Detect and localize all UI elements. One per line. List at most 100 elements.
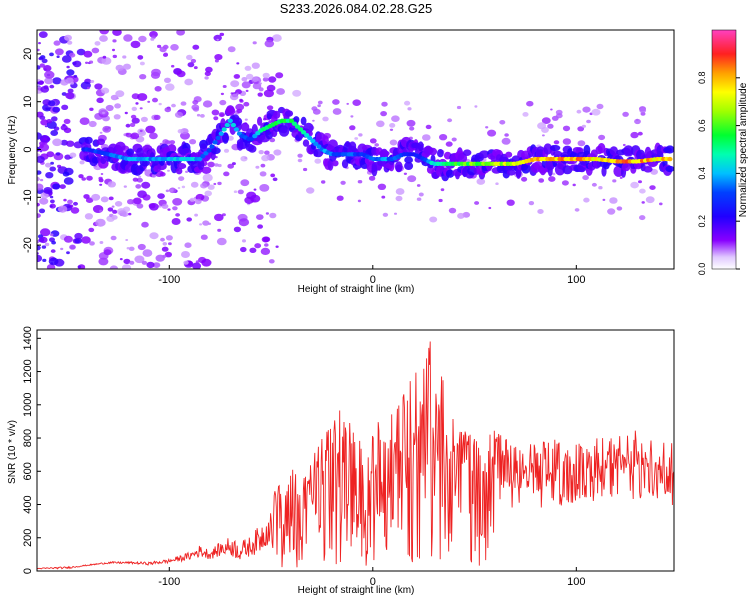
spectrogram-ridge-halo	[279, 126, 290, 137]
spectrogram-noise-blob	[149, 132, 158, 140]
spectrogram-noise-blob	[190, 58, 197, 64]
spectrogram-noise-blob	[586, 119, 591, 124]
spectrogram-noise-blob	[63, 235, 73, 243]
spectrogram-noise-blob	[72, 60, 82, 68]
spectrogram-ridge-core	[197, 156, 203, 162]
spectrogram-noise-blob	[259, 171, 267, 177]
spectrogram-noise-blob	[340, 180, 346, 185]
spectrogram-noise-blob	[141, 181, 151, 189]
spectrogram-noise-blob	[112, 39, 117, 43]
spectrogram-noise-blob	[125, 123, 131, 128]
spectrogram-noise-blob	[181, 251, 190, 258]
spectrogram-noise-blob	[43, 65, 52, 72]
spectrogram-noise-blob	[499, 120, 506, 125]
spectrogram-ridge-halo	[327, 139, 338, 150]
spectrogram-noise-blob	[369, 138, 377, 144]
spectrogram-noise-blob	[216, 237, 227, 246]
spectrogram-noise-blob	[68, 52, 76, 58]
spectrogram-noise-blob	[44, 125, 48, 128]
spectrogram-noise-blob	[103, 249, 112, 256]
spectrogram-noise-blob	[119, 258, 123, 261]
spectrogram-noise-blob	[64, 154, 72, 160]
spectrogram-noise-blob	[227, 163, 234, 169]
spectrogram-noise-blob	[130, 40, 141, 49]
spectrogram-noise-blob	[253, 188, 257, 191]
spectrogram-noise-blob	[40, 178, 44, 182]
spectrogram-noise-blob	[272, 34, 282, 42]
spectrogram-noise-blob	[639, 188, 646, 194]
spectrogram-noise-blob	[37, 176, 40, 182]
spectrogram-ridge-halo	[597, 143, 606, 154]
spectrogram-noise-blob	[456, 105, 462, 110]
spectrogram-noise-blob	[217, 228, 222, 232]
colorbar-tick-label: 0.4	[697, 167, 707, 180]
spectrogram-noise-blob	[268, 76, 277, 83]
spectrogram-noise-blob	[389, 123, 396, 128]
colorbar-frame	[711, 29, 737, 270]
spectrogram-ridge-core	[310, 138, 316, 144]
spectrogram-noise-blob	[311, 106, 318, 111]
spectrogram-noise-blob	[39, 150, 43, 153]
spectrogram-noise-blob	[177, 129, 184, 134]
spectrogram-noise-blob	[457, 212, 465, 219]
spectrogram-noise-blob	[101, 57, 112, 65]
spectrogram-noise-blob	[40, 119, 49, 126]
spectrogram-noise-blob	[637, 131, 643, 136]
snr-plot-area	[37, 330, 674, 571]
spectrogram-noise-blob	[332, 108, 342, 115]
spectrogram-noise-blob	[129, 122, 136, 127]
spectrogram-noise-blob	[186, 54, 193, 61]
spectrogram-noise-blob	[38, 42, 41, 45]
spectrogram-noise-blob	[538, 178, 545, 183]
spectrogram-noise-blob	[219, 99, 227, 106]
spectrogram-noise-blob	[242, 239, 246, 243]
spectrogram-noise-blob	[261, 154, 270, 162]
spectrogram-noise-blob	[88, 120, 97, 128]
spectrogram-noise-blob	[357, 180, 363, 184]
spectrogram-ridge-halo	[273, 110, 281, 119]
spectrogram-noise-blob	[561, 180, 569, 186]
spectrogram-noise-blob	[241, 77, 248, 82]
spectrogram-noise-blob	[66, 69, 75, 76]
spectrogram-noise-blob	[53, 152, 64, 161]
spectrogram-ridge-halo	[463, 149, 472, 156]
spectrogram-noise-blob	[440, 188, 445, 192]
spectrogram-noise-blob	[368, 175, 376, 181]
spectrogram-noise-blob	[123, 34, 133, 42]
spectrogram-noise-blob	[45, 107, 49, 111]
spectrogram-noise-blob	[200, 114, 205, 118]
spectrogram-noise-blob	[251, 62, 260, 69]
spectrogram-noise-blob	[69, 244, 76, 250]
spectrogram-noise-blob	[46, 119, 52, 124]
spectrogram-noise-blob	[67, 88, 74, 94]
spectrogram-noise-blob	[542, 134, 545, 137]
spectrogram-noise-blob	[150, 71, 161, 79]
spectrogram-noise-blob	[270, 173, 276, 178]
spectrogram-ridge-core	[227, 118, 233, 124]
spectrogram-noise-blob	[115, 64, 124, 72]
spectrogram-noise-blob	[65, 92, 75, 100]
spectrogram-noise-blob	[184, 242, 192, 248]
spectrogram-noise-blob	[350, 115, 354, 118]
spectrogram-noise-blob	[49, 84, 55, 89]
spectrogram-noise-blob	[241, 81, 251, 89]
spectrogram-ridge-halo	[115, 141, 126, 152]
spectrogram-noise-blob	[220, 92, 224, 96]
spectrogram-noise-blob	[275, 245, 279, 248]
spectrogram-noise-blob	[67, 205, 71, 208]
spectrogram-noise-blob	[607, 208, 616, 215]
spectrogram-noise-blob	[394, 212, 397, 215]
spectrogram-noise-blob	[112, 48, 115, 52]
spectrogram-noise-blob	[134, 255, 145, 264]
spectrogram-noise-blob	[88, 60, 94, 64]
spectrogram-noise-blob	[264, 39, 275, 48]
spectrogram-ridge-halo	[583, 144, 591, 156]
spectrogram-noise-blob	[77, 265, 82, 269]
spectrogram-ridge-halo	[445, 169, 455, 178]
spectrogram-noise-blob	[121, 264, 132, 269]
spectrogram-noise-blob	[158, 102, 162, 106]
spectrogram-noise-blob	[445, 141, 453, 147]
spectrogram-noise-blob	[107, 181, 117, 188]
spectrogram-noise-blob	[171, 218, 181, 225]
